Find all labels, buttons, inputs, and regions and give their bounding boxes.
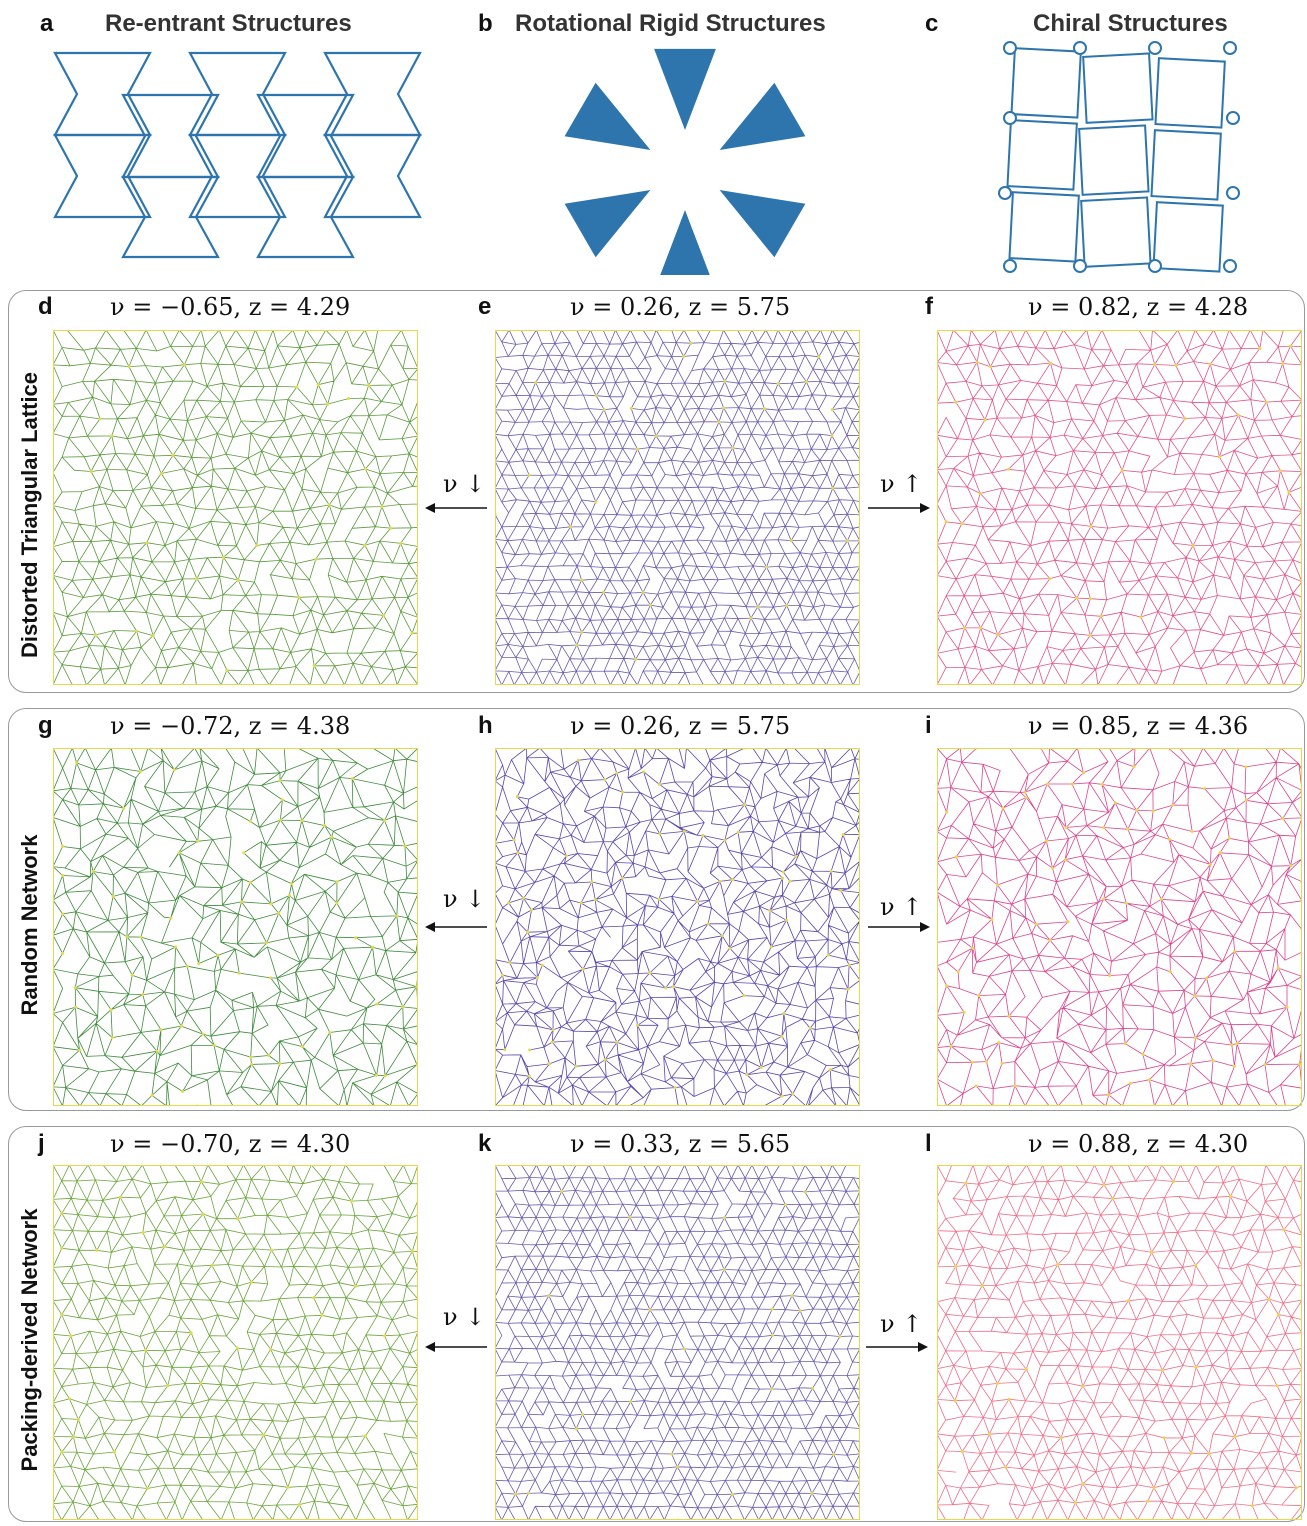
title-rotational: Rotational Rigid Structures (515, 10, 826, 37)
nu-value-h: 0.26 (619, 712, 674, 740)
network-panel-h (495, 748, 860, 1106)
formula-g: ν = −0.72, z = 4.38 (110, 712, 351, 740)
right-arrow-icon (868, 503, 930, 513)
z-value-g: 4.38 (296, 712, 351, 740)
panel-letter-l: l (925, 1130, 932, 1157)
rotational-rigid-diagram (564, 48, 806, 275)
right-arrow-icon (868, 922, 930, 932)
nu-increase-label-2: ν ↑ (880, 893, 923, 921)
formula-i: ν = 0.85, z = 4.36 (1028, 712, 1249, 740)
row-frame-2 (8, 708, 1305, 1111)
network-panel-f (937, 330, 1302, 685)
formula-d: ν = −0.65, z = 4.29 (110, 293, 351, 321)
nu-value-j: −0.70 (159, 1130, 234, 1158)
z-value-k: 5.65 (736, 1130, 791, 1158)
reentrant-structure-diagram (53, 51, 422, 259)
panel-letter-b: b (478, 10, 493, 37)
nu-increase-label-3: ν ↑ (880, 1310, 923, 1338)
title-reentrant: Re-entrant Structures (105, 10, 352, 37)
z-value-d: 4.29 (296, 293, 351, 321)
chiral-structure-diagram (998, 41, 1240, 273)
nu-value-d: −0.65 (159, 293, 234, 321)
left-arrow-icon (425, 922, 487, 932)
panel-letter-c: c (925, 10, 939, 37)
formula-f: ν = 0.82, z = 4.28 (1028, 293, 1249, 321)
left-arrow-icon (425, 503, 487, 513)
row-frame-1 (8, 290, 1305, 693)
formula-l: ν = 0.88, z = 4.30 (1028, 1130, 1249, 1158)
formula-e: ν = 0.26, z = 5.75 (570, 293, 791, 321)
panel-letter-a: a (40, 10, 54, 37)
network-panel-k (495, 1165, 860, 1520)
panel-letter-g: g (38, 712, 53, 739)
panel-letter-k: k (478, 1130, 492, 1157)
z-value-e: 5.75 (736, 293, 791, 321)
z-value-f: 4.28 (1194, 293, 1249, 321)
network-panel-g (53, 748, 418, 1106)
panel-letter-i: i (925, 712, 932, 739)
panel-letter-d: d (38, 293, 53, 320)
nu-value-l: 0.88 (1077, 1130, 1132, 1158)
title-chiral: Chiral Structures (1033, 10, 1228, 37)
z-value-i: 4.36 (1194, 712, 1249, 740)
nu-value-e: 0.26 (619, 293, 674, 321)
nu-decrease-label-2: ν ↓ (443, 885, 486, 913)
nu-decrease-label-1: ν ↓ (443, 470, 486, 498)
panel-letter-j: j (38, 1130, 45, 1157)
network-panel-l (937, 1165, 1302, 1520)
formula-j: ν = −0.70, z = 4.30 (110, 1130, 351, 1158)
nu-value-k: 0.33 (619, 1130, 674, 1158)
row-label-packing: Packing-derived Network (17, 1208, 42, 1472)
nu-decrease-label-3: ν ↓ (443, 1303, 486, 1331)
row-frame-3 (8, 1126, 1305, 1522)
formula-h: ν = 0.26, z = 5.75 (570, 712, 791, 740)
network-panel-d (53, 330, 418, 685)
nu-increase-label-1: ν ↑ (880, 470, 923, 498)
row-label-distorted: Distorted Triangular Lattice (17, 371, 42, 659)
z-value-l: 4.30 (1194, 1130, 1249, 1158)
left-arrow-icon (425, 1342, 487, 1352)
formula-k: ν = 0.33, z = 5.65 (570, 1130, 791, 1158)
z-value-h: 5.75 (736, 712, 791, 740)
nu-value-g: −0.72 (159, 712, 234, 740)
panel-letter-e: e (478, 293, 492, 320)
panel-letter-h: h (478, 712, 493, 739)
network-panel-j (53, 1165, 418, 1520)
network-panel-i (937, 748, 1302, 1106)
nu-value-f: 0.82 (1077, 293, 1132, 321)
panel-letter-f: f (925, 293, 933, 320)
row-label-random: Random Network (17, 834, 42, 1016)
network-panel-e (495, 330, 860, 685)
right-arrow-icon (866, 1342, 928, 1352)
z-value-j: 4.30 (296, 1130, 351, 1158)
nu-value-i: 0.85 (1077, 712, 1132, 740)
